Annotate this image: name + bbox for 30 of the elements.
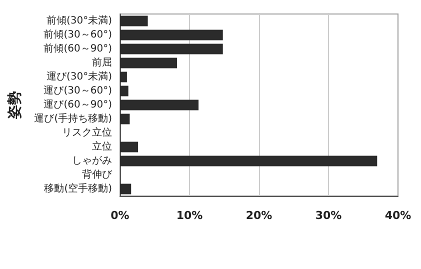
y-tick-label: 運び(60～90°) — [44, 98, 112, 110]
x-tick-label: 0% — [110, 209, 130, 222]
bar — [120, 72, 127, 82]
y-tick-label: 運び(手持ち移動) — [34, 112, 112, 124]
x-tick-label: 30% — [315, 209, 342, 222]
y-tick-label: しゃがみ — [72, 156, 112, 166]
bar — [120, 100, 199, 110]
x-tick-label: 40% — [384, 209, 412, 222]
x-tick-label: 10% — [176, 209, 203, 222]
y-tick-label: 立位 — [92, 140, 112, 152]
bar — [120, 16, 148, 26]
y-axis-title: 姿勢 — [7, 91, 23, 120]
y-tick-label: 運び(30°未満) — [46, 70, 112, 82]
bar — [120, 30, 223, 40]
y-tick-label: 移動(空手移動) — [44, 182, 112, 194]
y-tick-label: 前傾(60～90°) — [44, 42, 112, 54]
y-tick-label: 背伸び — [82, 168, 113, 180]
y-tick-label: リスク立位 — [62, 126, 112, 138]
y-tick-label: 前屈 — [92, 56, 112, 68]
y-tick-label: 前傾(30°未満) — [46, 14, 112, 26]
bar — [120, 86, 128, 96]
x-tick-label: 20% — [246, 209, 272, 222]
y-tick-label: 運び(30～60°) — [44, 84, 112, 96]
bar — [120, 156, 378, 166]
bar — [120, 142, 138, 152]
bar — [120, 44, 223, 54]
bar — [120, 184, 132, 194]
bar — [120, 114, 130, 124]
y-tick-label: 前傾(30～60°) — [44, 28, 112, 40]
bar — [120, 58, 177, 68]
